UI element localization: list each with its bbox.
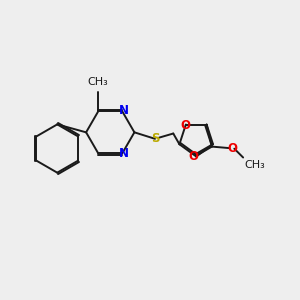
Text: O: O [188, 150, 198, 164]
Text: CH₃: CH₃ [88, 77, 109, 87]
Text: O: O [227, 142, 238, 154]
Text: CH₃: CH₃ [244, 160, 265, 170]
Text: N: N [119, 104, 129, 117]
Text: O: O [181, 118, 191, 132]
Text: N: N [119, 147, 129, 160]
Text: S: S [151, 132, 159, 145]
